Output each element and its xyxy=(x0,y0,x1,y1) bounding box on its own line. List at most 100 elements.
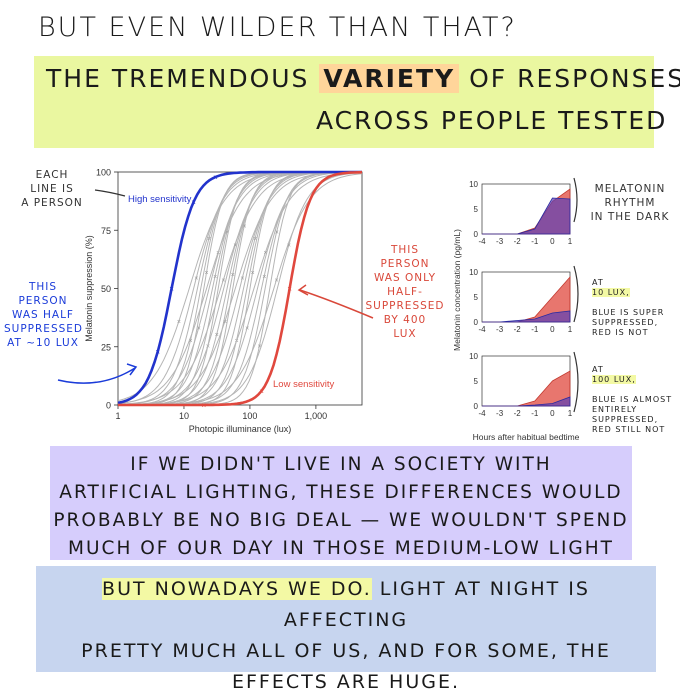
person-marker: × xyxy=(258,343,262,350)
person-marker: × xyxy=(275,229,279,236)
person-marker: × xyxy=(240,276,244,283)
hundred-lux-pre: AT xyxy=(592,365,604,374)
person-marker: × xyxy=(189,338,193,345)
series-label: Low sensitivity xyxy=(273,379,334,390)
nowadays-highlight: BUT NOWADAYS WE DO. xyxy=(102,578,372,600)
person-marker: × xyxy=(233,243,237,250)
banner-line-1: THE TREMENDOUS VARIETY OF RESPONSES xyxy=(46,64,680,93)
panel-x-tick: 0 xyxy=(550,409,555,418)
panel-y-tick: 5 xyxy=(474,205,479,214)
area-series-blue xyxy=(482,396,571,407)
area-x-axis-label: Hours after habitual bedtime xyxy=(473,432,580,442)
panel-x-tick: 1 xyxy=(568,325,573,334)
variety-banner: THE TREMENDOUS VARIETY OF RESPONSES ACRO… xyxy=(34,56,680,148)
person-marker: × xyxy=(262,274,266,281)
panel-x-tick: -1 xyxy=(531,325,539,334)
panel-x-tick: -2 xyxy=(514,409,522,418)
series-marker: × xyxy=(155,348,160,357)
society-line-3: PROBABLY BE NO BIG DEAL — WE WOULDN'T SP… xyxy=(53,510,629,531)
each-line-note: EACH LINE IS A PERSON xyxy=(21,169,83,209)
panel-y-tick: 5 xyxy=(474,293,479,302)
series-curve xyxy=(118,170,363,407)
x-tick-label: 1,000 xyxy=(305,411,328,421)
panel-x-tick: -2 xyxy=(514,325,522,334)
person-marker: × xyxy=(245,325,249,332)
low-sensitivity-note: THIS PERSON WAS ONLY HALF- SUPPRESSED BY… xyxy=(365,244,445,340)
person-marker: × xyxy=(223,319,227,326)
high-sensitivity-note: THIS PERSON WAS HALF SUPPRESSED AT ~10 L… xyxy=(4,281,83,349)
series-marker: × xyxy=(259,387,264,396)
x-tick-label: 100 xyxy=(242,411,257,421)
panel-y-tick: 10 xyxy=(469,268,478,277)
panel-y-tick: 0 xyxy=(474,230,479,239)
nowadays-line-3: EFFECTS ARE HUGE. xyxy=(231,671,461,693)
person-marker: × xyxy=(225,229,229,236)
person-marker: × xyxy=(231,272,235,279)
series-marker: × xyxy=(191,198,196,207)
series-marker: × xyxy=(287,285,292,294)
person-marker: × xyxy=(213,274,217,281)
panel-x-tick: -1 xyxy=(531,237,539,246)
panel-x-tick: -2 xyxy=(514,237,522,246)
area-series-blue xyxy=(482,197,571,235)
panel-y-tick: 0 xyxy=(474,402,479,411)
banner-text-post: OF RESPONSES xyxy=(469,64,680,93)
person-marker: × xyxy=(194,276,198,283)
series-curve xyxy=(117,170,362,405)
banner-highlight: VARIETY xyxy=(319,64,460,93)
person-marker: × xyxy=(251,270,255,277)
person-marker: × xyxy=(274,278,278,285)
person-marker: × xyxy=(242,223,246,230)
ten-lux-note: AT 10 LUX, BLUE IS SUPER SUPPRESSED, RED… xyxy=(592,268,676,338)
nowadays-line-1: BUT NOWADAYS WE DO. LIGHT AT NIGHT IS AF… xyxy=(36,574,656,636)
area-series-blue xyxy=(482,310,571,323)
society-paragraph: IF WE DIDN'T LIVE IN A SOCIETY WITH ARTI… xyxy=(50,446,632,587)
person-marker: × xyxy=(287,243,291,250)
panel-x-tick: -3 xyxy=(496,409,504,418)
x-tick-label: 1 xyxy=(115,411,120,421)
panel-x-tick: -3 xyxy=(496,237,504,246)
society-line-1: IF WE DIDN'T LIVE IN A SOCIETY WITH xyxy=(130,454,552,475)
person-marker: × xyxy=(215,332,219,339)
area-panel: 0 5 10 -4 -3 -2 -1 0 1 xyxy=(469,180,573,246)
hundred-lux-highlight: 100 LUX, xyxy=(592,375,636,384)
y-tick-label: 50 xyxy=(101,284,111,294)
nowadays-line-2: PRETTY MUCH ALL OF US, AND FOR SOME, THE xyxy=(81,640,611,662)
area-y-axis-label: Melatonin concentration (pg/mL) xyxy=(452,229,462,351)
society-line-2: ARTIFICIAL LIGHTING, THESE DIFFERENCES W… xyxy=(59,482,623,503)
panel-x-tick: -4 xyxy=(478,325,486,334)
y-tick-label: 25 xyxy=(101,342,111,352)
page-title: BUT EVEN WILDER THAN THAT? xyxy=(38,12,517,43)
panel-y-tick: 10 xyxy=(469,180,478,189)
panel-y-tick: 5 xyxy=(474,377,479,386)
person-marker: × xyxy=(177,319,181,326)
panel-x-tick: -4 xyxy=(478,409,486,418)
person-marker: × xyxy=(264,250,268,257)
panel-x-tick: -4 xyxy=(478,237,486,246)
nowadays-text: BUT NOWADAYS WE DO. LIGHT AT NIGHT IS AF… xyxy=(36,574,656,698)
series-marker: × xyxy=(213,173,218,182)
x-axis-label: Photopic illuminance (lux) xyxy=(189,424,292,434)
hundred-lux-rest: BLUE IS ALMOST ENTIRELY SUPPRESSED, RED … xyxy=(592,395,673,434)
series-label: High sensitivity xyxy=(128,194,192,205)
panel-x-tick: 0 xyxy=(550,325,555,334)
hundred-lux-note: AT 100 LUX, BLUE IS ALMOST ENTIRELY SUPP… xyxy=(592,355,678,435)
panel-x-tick: 1 xyxy=(568,409,573,418)
banner-line-2: ACROSS PEOPLE TESTED xyxy=(316,106,668,135)
ten-lux-pre: AT xyxy=(592,278,604,287)
y-axis-label: Melatonin suppression (%) xyxy=(84,235,94,342)
person-marker: × xyxy=(221,278,225,285)
nowadays-paragraph: BUT NOWADAYS WE DO. LIGHT AT NIGHT IS AF… xyxy=(36,566,656,693)
area-panel: 0 5 10 -4 -3 -2 -1 0 1 xyxy=(469,268,573,334)
panel-x-tick: 0 xyxy=(550,237,555,246)
person-marker: × xyxy=(197,325,201,332)
person-marker: × xyxy=(253,236,257,243)
panel-x-tick: -1 xyxy=(531,409,539,418)
nowadays-line-1-rest: LIGHT AT NIGHT IS AFFECTING xyxy=(283,578,590,631)
series-marker: × xyxy=(169,285,174,294)
rhythm-note: MELATONIN RHYTHM IN THE DARK xyxy=(590,183,670,223)
y-tick-label: 75 xyxy=(101,226,111,236)
person-marker: × xyxy=(207,236,211,243)
banner-text-pre: THE TREMENDOUS xyxy=(46,64,310,93)
